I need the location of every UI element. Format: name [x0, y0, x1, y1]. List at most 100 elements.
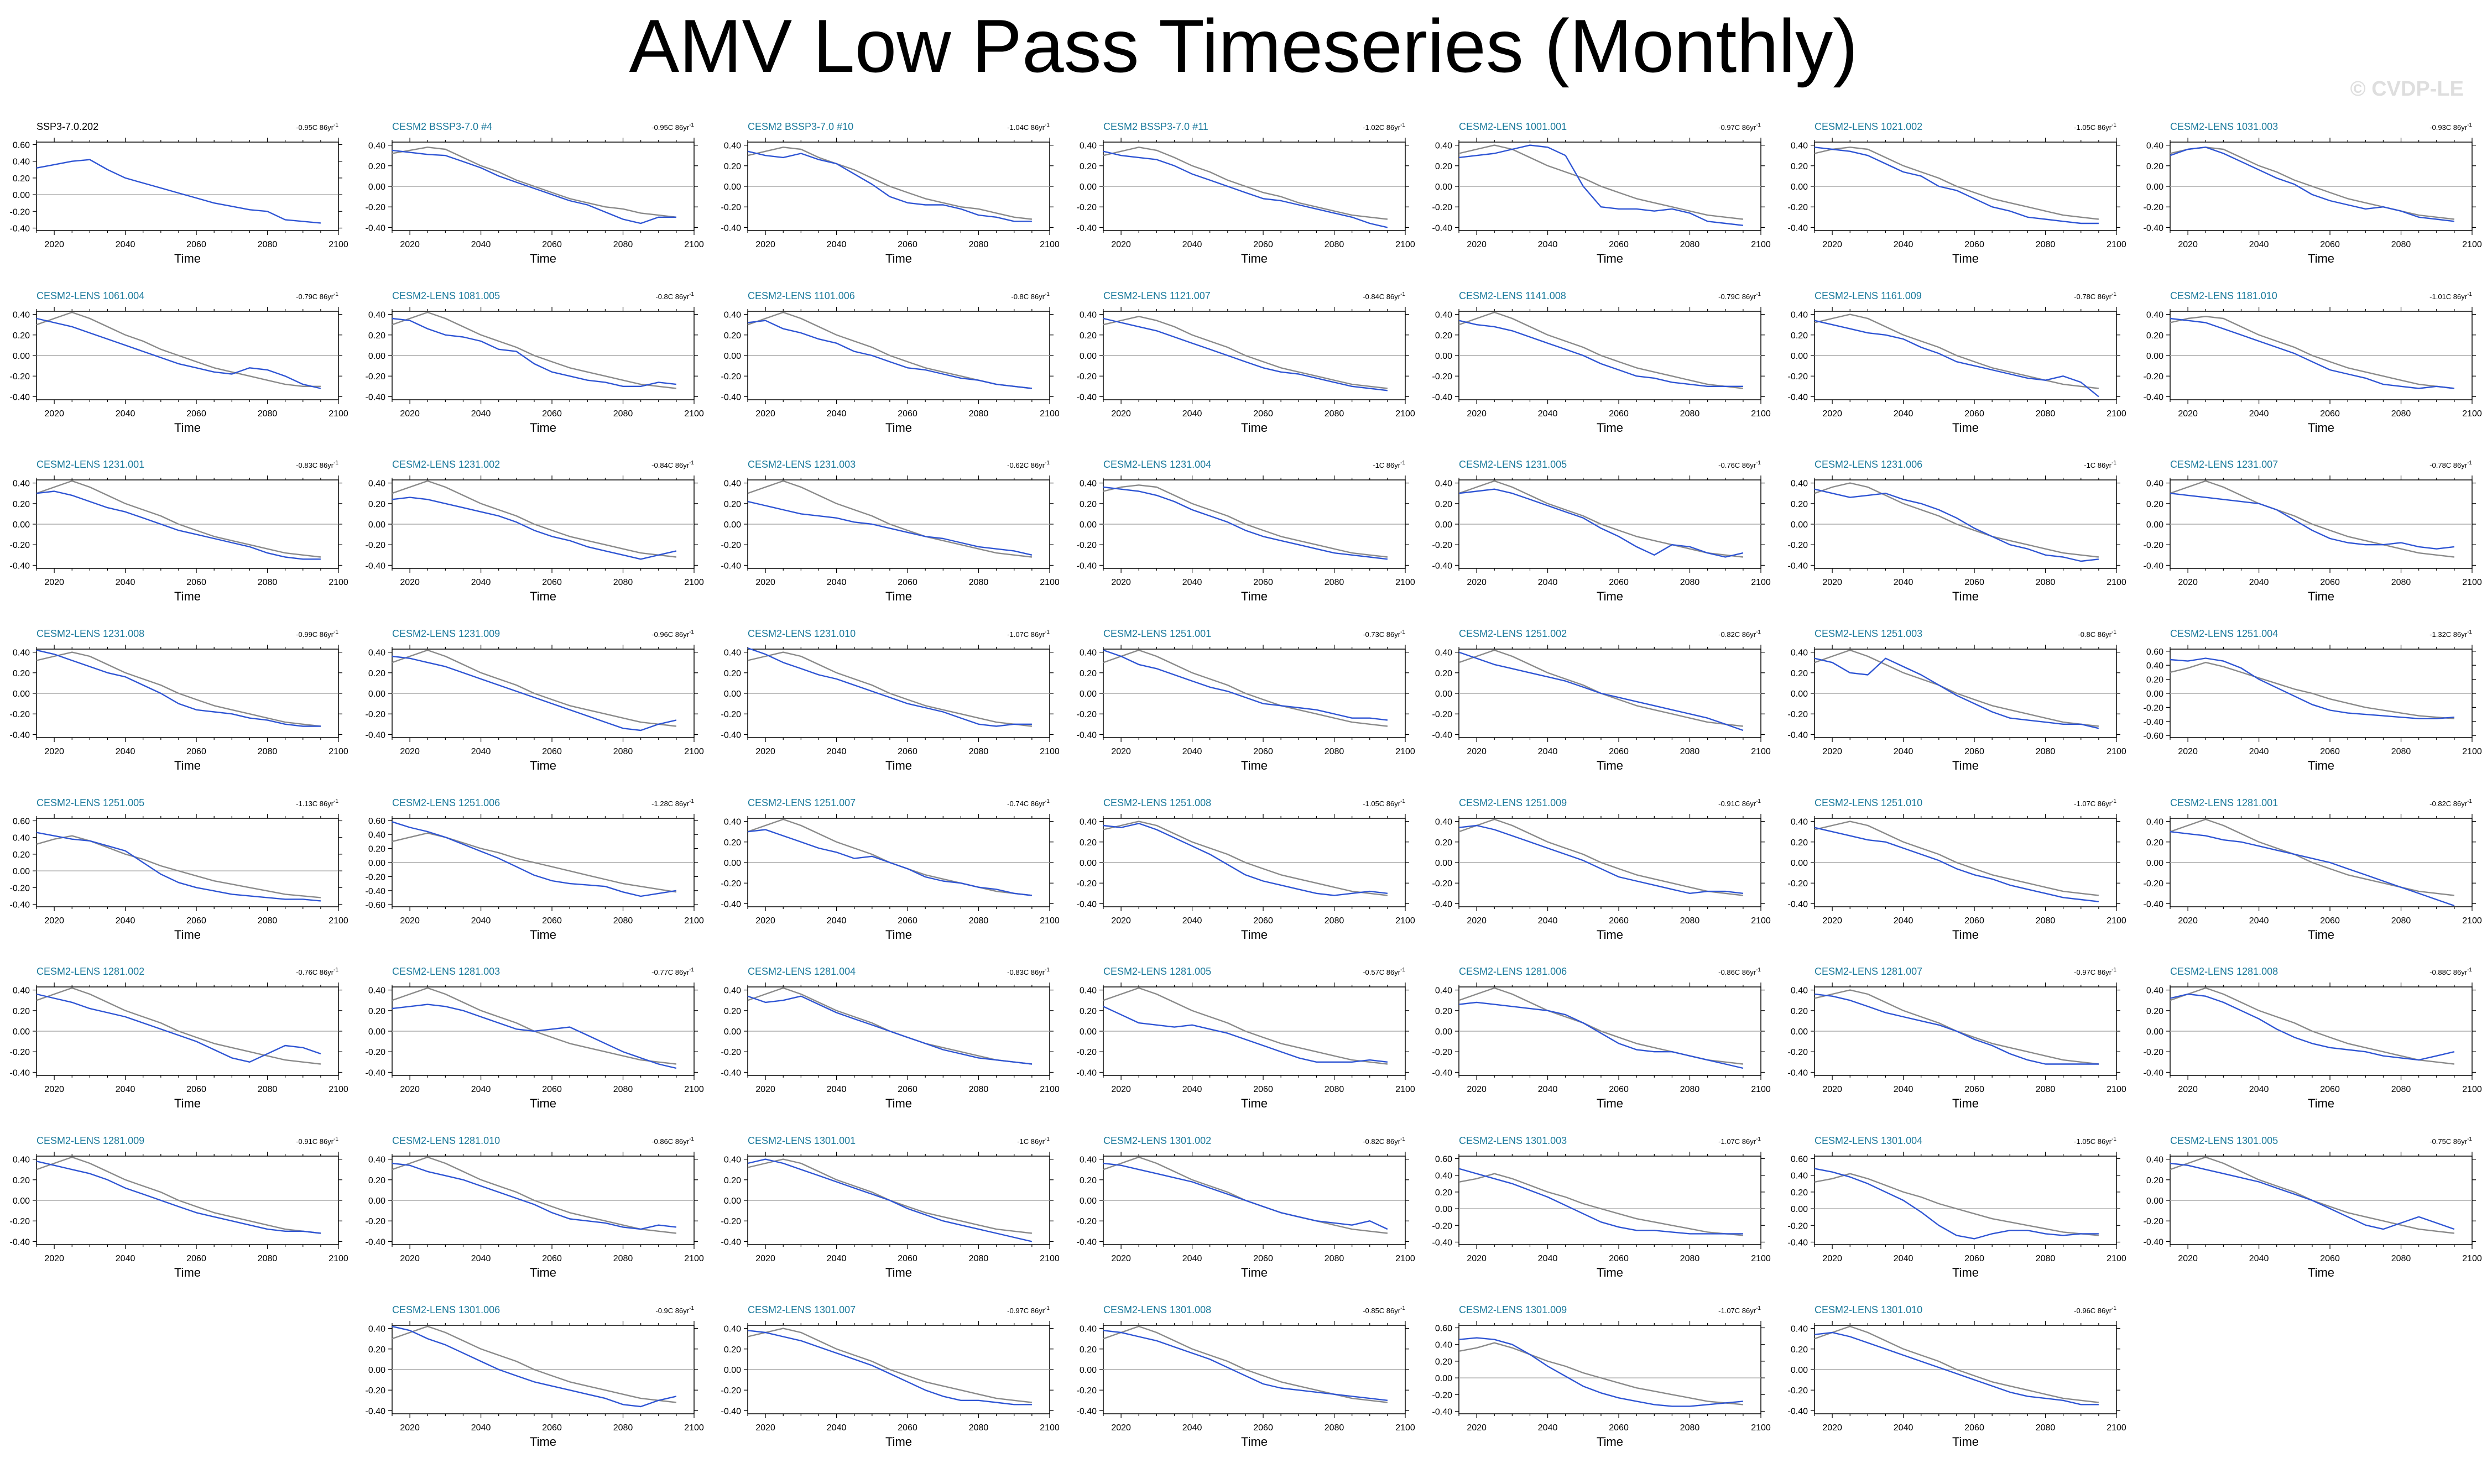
y-tick-label: 0.40: [1791, 649, 1808, 658]
y-tick-label: -0.40: [1788, 730, 1808, 740]
y-tick-label: 0.00: [724, 1366, 741, 1375]
y-tick-label: 0.40: [1080, 818, 1097, 827]
y-tick-label: 0.40: [1791, 986, 1808, 996]
panel: 0.40 0.20 0.00 -0.20 -0.40 2020 2040 2060 2080 21…: [2144, 797, 2482, 942]
y-tick-label: -0.20: [721, 710, 742, 719]
panel: 0.40 0.20 0.00 -0.20 -0.40 2020 2040 2060 2080 21…: [366, 1135, 704, 1279]
y-tick-label: 0.40: [1435, 479, 1452, 489]
x-tick-label: 2060: [542, 1423, 562, 1433]
y-tick-label: 0.20: [1080, 1176, 1097, 1185]
x-tick-label: 2020: [1111, 1085, 1131, 1094]
y-tick-label: 0.00: [13, 867, 30, 876]
y-tick-label: 0.40: [13, 1156, 30, 1165]
series-line-gray: [1458, 311, 1744, 389]
series-line-blue: [747, 647, 1032, 727]
x-tick-label: 2100: [2107, 1254, 2126, 1263]
x-tick-label: 2060: [898, 1423, 917, 1433]
panel-title: CESM2-LENS 1281.004: [748, 966, 856, 977]
trend-label: -0.95C 86yr-1: [296, 122, 338, 132]
x-tick-label: 2060: [1609, 578, 1629, 587]
x-tick-label: 2060: [542, 747, 562, 756]
x-tick-label: 2080: [1680, 578, 1700, 587]
x-tick-label: 2100: [684, 1423, 704, 1433]
series-line-blue: [36, 317, 321, 389]
x-tick-label: 2040: [1894, 1254, 1914, 1263]
panel-title: CESM2-LENS 1161.009: [1815, 290, 1922, 301]
x-tick-label: 2040: [1538, 1254, 1558, 1263]
trend-label: -0.82C 86yr-1: [2429, 798, 2472, 808]
panel: 0.40 0.20 0.00 -0.20 -0.40 2020 2040 2060 2080 21…: [1788, 121, 2126, 265]
y-tick-label: -0.20: [2144, 1048, 2164, 1057]
x-tick-label: 2040: [1894, 1085, 1914, 1094]
series-line-blue: [1458, 1001, 1744, 1069]
panel-title: CESM2-LENS 1301.006: [392, 1304, 500, 1315]
x-tick-label: 2020: [1467, 747, 1487, 756]
x-axis-label: Time: [1952, 252, 1979, 265]
y-tick-label: 0.40: [368, 311, 385, 320]
y-tick-label: -0.20: [1077, 710, 1097, 719]
y-tick-label: 0.20: [1080, 838, 1097, 848]
y-tick-label: -0.40: [2144, 561, 2164, 571]
x-axis-label: Time: [530, 1266, 556, 1279]
x-tick-label: 2100: [329, 1254, 348, 1263]
x-axis-label: Time: [885, 1096, 912, 1110]
y-tick-label: 0.40: [368, 479, 385, 489]
series-line-blue: [1458, 1168, 1743, 1235]
x-tick-label: 2020: [1467, 916, 1487, 926]
x-tick-label: 2100: [1751, 747, 1771, 756]
x-axis-label: Time: [1597, 589, 1623, 603]
y-tick-label: -0.40: [10, 1068, 30, 1078]
series-line-gray: [36, 480, 321, 558]
y-tick-label: -0.40: [366, 1407, 386, 1416]
y-tick-label: 0.00: [1080, 689, 1097, 699]
x-tick-label: 2080: [969, 578, 989, 587]
x-tick-label: 2060: [1253, 409, 1273, 419]
panel-title: CESM2-LENS 1061.004: [37, 290, 144, 301]
x-tick-label: 2040: [471, 916, 491, 926]
series-line-blue: [1103, 1330, 1388, 1401]
x-tick-label: 2060: [898, 916, 917, 926]
trend-label: -0.73C 86yr-1: [1363, 629, 1405, 639]
x-tick-label: 2040: [471, 578, 491, 587]
series-line-gray: [747, 1328, 1033, 1403]
y-tick-label: 0.40: [1791, 1172, 1808, 1181]
series-line-blue: [1814, 1331, 2099, 1405]
trend-label: -0.96C 86yr-1: [2074, 1305, 2116, 1315]
y-tick-label: 0.20: [368, 162, 385, 171]
panel-title: SSP3-7.0.202: [37, 121, 98, 132]
y-tick-label: 0.20: [2146, 162, 2163, 171]
x-tick-label: 2020: [2178, 1254, 2198, 1263]
x-axis-label: Time: [1597, 928, 1623, 942]
x-tick-label: 2040: [1538, 1085, 1558, 1094]
panel: 0.40 0.20 0.00 -0.20 -0.40 2020 2040 2060 2080 21…: [721, 797, 1060, 942]
y-tick-label: 0.00: [1791, 1205, 1808, 1214]
y-tick-label: 0.40: [724, 1156, 741, 1165]
series-line-blue: [747, 1158, 1033, 1242]
panel-title: CESM2-LENS 1301.002: [1103, 1135, 1211, 1146]
trend-label: -0.79C 86yr-1: [1718, 291, 1761, 301]
y-tick-label: 0.20: [724, 1176, 741, 1185]
x-tick-label: 2100: [329, 240, 348, 249]
y-tick-label: -0.40: [10, 900, 30, 910]
trend-label: -1C 86yr-1: [2084, 460, 2116, 469]
trend-label: -0.76C 86yr-1: [296, 967, 338, 976]
trend-label: -1.01C 86yr-1: [2429, 291, 2472, 301]
series-line-blue: [1458, 651, 1744, 731]
x-tick-label: 2040: [1894, 1423, 1914, 1433]
trend-label: -0.86C 86yr-1: [651, 1136, 694, 1146]
y-tick-label: -0.20: [1077, 372, 1097, 382]
trend-label: -0.97C 86yr-1: [1718, 122, 1761, 132]
x-tick-label: 2080: [613, 1254, 633, 1263]
y-tick-label: -0.40: [1077, 1068, 1097, 1078]
y-tick-label: 0.00: [724, 1196, 741, 1206]
y-tick-label: -0.20: [1432, 203, 1453, 212]
panel-title: CESM2-LENS 1281.005: [1103, 966, 1211, 977]
x-axis-label: Time: [885, 1266, 912, 1279]
panel-title: CESM2-LENS 1301.004: [1815, 1135, 1922, 1146]
trend-label: -0.8C 86yr-1: [1011, 291, 1050, 301]
x-tick-label: 2020: [2178, 578, 2198, 587]
plot-frame: [1458, 1156, 1761, 1245]
y-tick-label: 0.40: [13, 158, 30, 167]
y-tick-label: -0.20: [721, 541, 742, 550]
